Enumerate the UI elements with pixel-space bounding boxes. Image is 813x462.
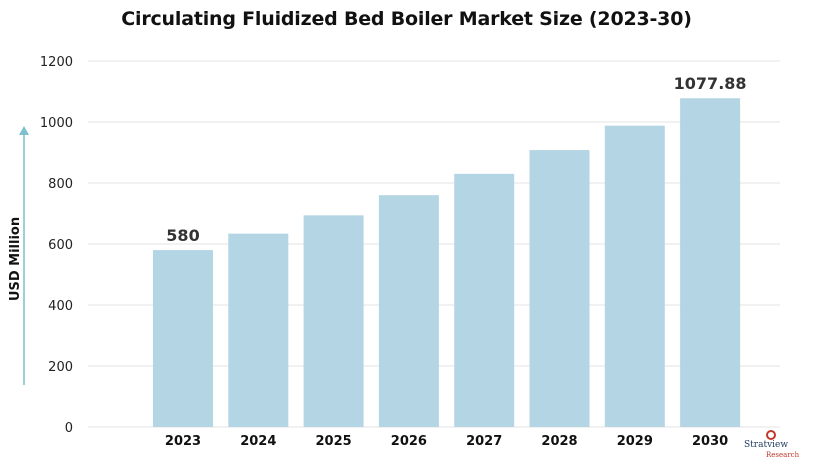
- data-labels: 580 1077.88: [166, 74, 746, 245]
- bar-2025: [303, 215, 364, 427]
- x-tick-label: 2027: [466, 434, 502, 449]
- data-label-2030: 1077.88: [674, 74, 747, 93]
- x-tick-label: 2028: [541, 434, 577, 449]
- data-label-2023: 580: [166, 226, 199, 245]
- y-tick-label: 1000: [40, 116, 73, 131]
- x-tick-label: 2030: [692, 434, 728, 449]
- bars: [153, 98, 741, 428]
- x-tick-label: 2026: [391, 434, 427, 449]
- bar-2027: [454, 173, 515, 427]
- y-axis-label: USD Million: [8, 217, 23, 301]
- y-axis-ticks: 0 200 400 600 800 1000 1200: [40, 55, 73, 436]
- x-axis-ticks: 2023 2024 2025 2026 2027 2028 2029 2030: [165, 434, 728, 449]
- bar-2028: [529, 150, 590, 427]
- logo-sub: Research: [766, 451, 800, 459]
- y-tick-label: 0: [65, 421, 73, 436]
- x-tick-label: 2029: [617, 434, 653, 449]
- bar-2026: [378, 195, 439, 427]
- bar-2029: [604, 125, 665, 427]
- logo-target-icon: [766, 430, 776, 440]
- bar-2024: [228, 233, 289, 427]
- x-tick-label: 2024: [240, 434, 276, 449]
- y-tick-label: 600: [48, 238, 73, 253]
- y-tick-label: 200: [48, 360, 73, 375]
- bar-2030: [680, 98, 741, 428]
- arrow-head-icon: [19, 126, 29, 135]
- x-tick-label: 2023: [165, 434, 201, 449]
- x-tick-label: 2025: [316, 434, 352, 449]
- y-tick-label: 800: [48, 177, 73, 192]
- chart-title: Circulating Fluidized Bed Boiler Market …: [121, 8, 692, 30]
- y-tick-label: 1200: [40, 55, 73, 70]
- stratview-logo: Stratview Research: [738, 430, 808, 460]
- y-tick-label: 400: [48, 299, 73, 314]
- bar-2023: [153, 250, 213, 427]
- y-axis-arrow: [19, 126, 29, 385]
- logo-name: Stratview: [744, 440, 789, 450]
